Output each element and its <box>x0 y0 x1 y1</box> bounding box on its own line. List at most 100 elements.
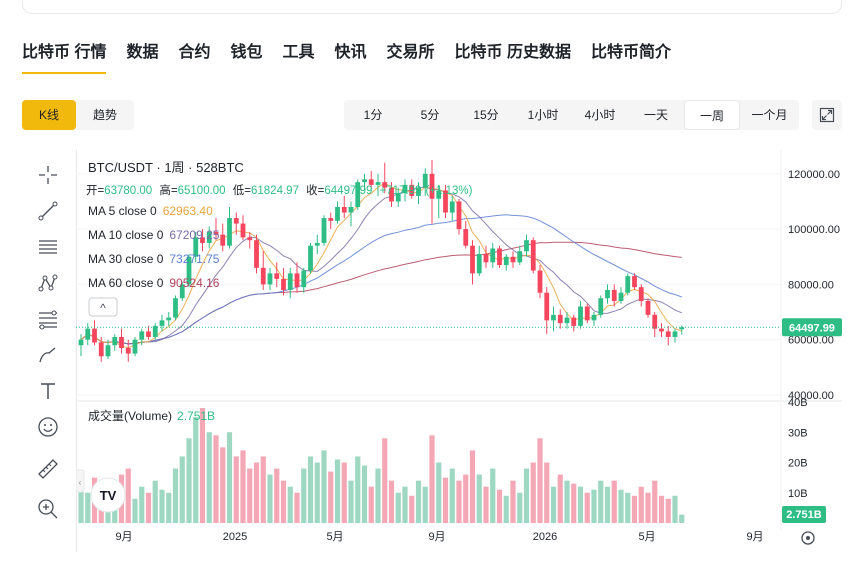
volume-tick-label: 10B <box>788 488 808 500</box>
nav-item[interactable]: 交易所 <box>386 44 435 61</box>
last-price-tag: 64497.99 <box>782 318 842 337</box>
ma60-label: MA 60 close 0 <box>88 276 164 290</box>
candle-body <box>571 317 577 326</box>
fib-tool[interactable] <box>35 306 61 332</box>
volume-bar <box>186 438 192 523</box>
volume-bar <box>206 432 212 523</box>
crosshair-tool[interactable] <box>35 162 61 188</box>
candle-body <box>490 248 496 263</box>
candle-body <box>564 317 570 324</box>
volume-bar <box>368 486 374 523</box>
candle-body <box>173 298 178 318</box>
period-button[interactable]: 4小时 <box>584 108 616 122</box>
volume-bar <box>571 483 577 523</box>
volume-bar <box>442 477 449 523</box>
period-button[interactable]: 一周 <box>684 100 740 130</box>
nav-item[interactable]: 比特币 历史数据 <box>454 44 571 61</box>
candle-body <box>456 201 462 230</box>
legend-collapse-button[interactable]: ^ <box>88 297 118 317</box>
price-tick-label: 80000.00 <box>788 279 834 291</box>
candle-body <box>645 301 651 315</box>
ruler-tool[interactable] <box>35 456 61 482</box>
ma5-label: MA 5 close 0 <box>88 204 157 218</box>
volume-bar <box>611 480 617 523</box>
nav-item[interactable]: 数据 <box>126 44 159 61</box>
time-tick-label: 9月 <box>115 531 132 543</box>
candle-body <box>240 223 246 238</box>
chart-settings-button[interactable] <box>801 531 815 545</box>
scroll-left-handle[interactable]: ‹ <box>76 469 85 493</box>
legend-title: BTC/USDT · 1周 · 528BTC <box>88 160 244 175</box>
brush-tool[interactable] <box>35 342 61 368</box>
volume-bar <box>679 514 685 523</box>
nav-item[interactable]: 比特币 行情 <box>22 38 107 74</box>
volume-axis: 40B 30B 20B 10B <box>788 397 808 500</box>
nav-item[interactable]: 快讯 <box>334 44 367 61</box>
candle-body <box>679 327 685 330</box>
horizontal-lines-tool[interactable] <box>35 234 61 260</box>
last-volume-tag-bg <box>782 506 826 523</box>
nav-item[interactable]: 合约 <box>178 44 211 61</box>
price-tick-label: 100000.00 <box>788 224 840 236</box>
volume-bar <box>490 468 496 523</box>
candle-body <box>443 190 448 213</box>
ohlc-close-label: 收= <box>306 183 324 197</box>
candle-body <box>530 240 536 271</box>
candle-body <box>341 207 347 213</box>
volume-bar <box>193 417 199 523</box>
volume-bar <box>355 456 361 523</box>
ohlc-low-value: 61824.97 <box>251 185 299 197</box>
volume-bar <box>226 432 233 523</box>
trend-view-button[interactable]: 趋势 <box>93 108 118 122</box>
zoom-tool[interactable] <box>35 496 61 522</box>
zoom-in-icon <box>38 499 58 519</box>
fullscreen-button[interactable] <box>812 100 842 130</box>
candle-body <box>355 182 361 207</box>
nav-item[interactable]: 工具 <box>282 44 315 61</box>
text-tool[interactable] <box>35 378 61 404</box>
volume-tick-label: 20B <box>788 458 808 470</box>
candle-body <box>382 182 388 188</box>
period-button[interactable]: 1小时 <box>527 108 559 122</box>
period-button[interactable]: 15分 <box>473 108 499 122</box>
volume-bar <box>476 474 482 523</box>
nav-item[interactable]: 钱包 <box>230 44 263 61</box>
volume-bar <box>456 480 462 523</box>
period-button[interactable]: 5分 <box>420 108 440 122</box>
volume-bar <box>233 456 239 523</box>
period-button[interactable]: 1分 <box>363 108 383 122</box>
pattern-icon <box>38 274 58 292</box>
candle-body <box>301 270 307 288</box>
ma10-value: 67209.25 <box>169 228 219 242</box>
change-value: +717.99 <box>380 185 422 197</box>
period-button[interactable]: 一个月 <box>751 108 788 122</box>
nav-item[interactable]: 比特币简介 <box>591 44 672 61</box>
candle-body <box>638 287 644 301</box>
kline-view-button[interactable]: K线 <box>22 100 77 130</box>
pattern-tool[interactable] <box>35 270 61 296</box>
legend-ma60: MA 60 close 0 90524.16 <box>88 276 220 290</box>
period-button[interactable]: 一天 <box>643 108 668 122</box>
volume-bar <box>645 492 651 523</box>
candlestick-chart[interactable]: 120000.00 100000.00 80000.00 60000.00 40000.… <box>76 150 842 552</box>
candle-body <box>395 193 401 202</box>
volume-bar <box>274 468 280 523</box>
candle-body <box>497 248 502 266</box>
legend-ma5: MA 5 close 0 62963.40 <box>88 204 213 218</box>
volume-bar <box>658 495 665 523</box>
candle-body <box>112 336 118 346</box>
volume-bar <box>334 459 341 523</box>
volume-bar <box>517 492 523 523</box>
volume-label: 成交量(Volume) <box>88 408 172 423</box>
emoji-tool[interactable] <box>35 414 61 440</box>
candle-body <box>186 256 192 285</box>
volume-bar <box>125 468 131 523</box>
candle-body <box>146 331 151 337</box>
volume-bar <box>510 480 516 523</box>
candle-body <box>98 342 104 357</box>
candle-body <box>254 240 259 268</box>
volume-bar <box>348 480 354 523</box>
candle-body <box>233 218 239 224</box>
trendline-tool[interactable] <box>35 198 61 224</box>
emoji-icon <box>38 417 58 437</box>
